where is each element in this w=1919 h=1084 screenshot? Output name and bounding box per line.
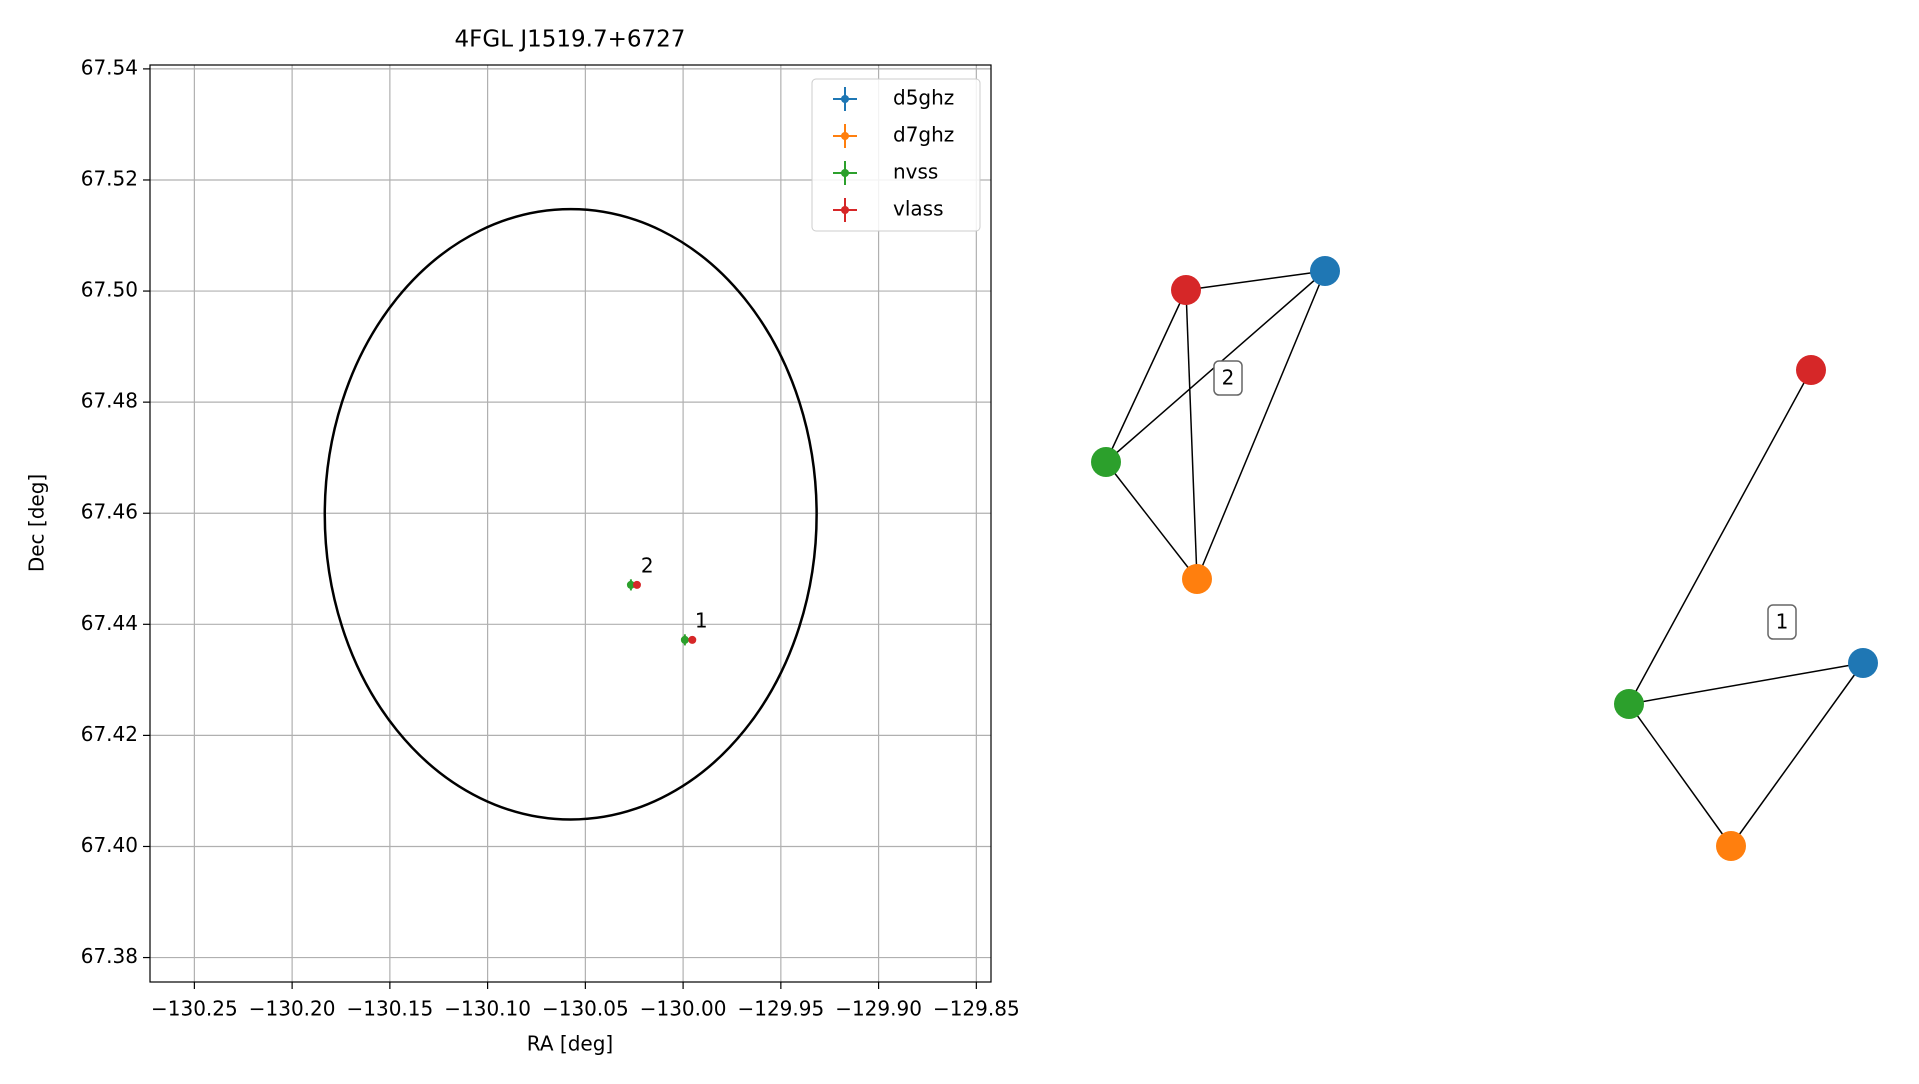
graph-node: [1182, 564, 1212, 594]
x-tick-label: −129.90: [835, 997, 922, 1021]
graph-edge: [1730, 662, 1864, 847]
axes-frame: [149, 64, 992, 983]
graph-node: [1716, 831, 1746, 861]
y-tick-label: 67.50: [81, 278, 138, 302]
legend-marker: [841, 132, 849, 140]
graph-node: [1796, 355, 1826, 385]
x-tick-label: −130.05: [542, 997, 629, 1021]
y-tick-label: 67.48: [81, 389, 138, 413]
legend-marker: [841, 206, 849, 214]
legend-label: d7ghz: [893, 123, 954, 147]
x-tick-label: −129.95: [737, 997, 824, 1021]
graph-node: [1171, 275, 1201, 305]
graph-edge: [1628, 703, 1732, 847]
point: [632, 580, 641, 589]
y-axis-label: Dec [deg]: [25, 474, 49, 572]
network-graph: 2: [1091, 256, 1340, 594]
graph-edge: [1105, 461, 1198, 580]
y-tick-label: 67.42: [81, 722, 138, 746]
legend-marker: [841, 169, 849, 177]
x-tick-label: −130.20: [249, 997, 336, 1021]
annotation: 2: [641, 553, 654, 577]
legend-box: [811, 78, 981, 232]
x-tick-label: −130.15: [346, 997, 433, 1021]
x-tick-label: −129.85: [933, 997, 1020, 1021]
graph-edge: [1185, 289, 1198, 580]
point: [680, 635, 689, 644]
legend-label: d5ghz: [893, 86, 954, 110]
graph-edge: [1185, 270, 1326, 291]
x-axis-label: RA [deg]: [527, 1032, 613, 1056]
graph-label: 2: [1222, 366, 1235, 390]
y-tick-label: 67.40: [81, 833, 138, 857]
network-graph: 1: [1614, 355, 1878, 861]
annotation: 1: [695, 608, 708, 632]
graph-edge: [1628, 662, 1864, 705]
chart-title: 4FGL J1519.7+6727: [455, 27, 686, 53]
graph-node: [1091, 447, 1121, 477]
legend-marker: [841, 95, 849, 103]
graph-node: [1310, 256, 1340, 286]
point: [688, 635, 697, 644]
graph-edge: [1628, 369, 1812, 705]
graph-label-box: [1767, 604, 1797, 640]
legend-label: vlass: [893, 197, 944, 221]
graph-node: [1614, 689, 1644, 719]
x-tick-label: −130.00: [640, 997, 727, 1021]
graph-node: [1848, 648, 1878, 678]
x-tick-label: −130.25: [151, 997, 238, 1021]
graph-edge: [1196, 270, 1326, 580]
y-tick-label: 67.44: [81, 611, 138, 635]
y-tick-label: 67.52: [81, 166, 138, 190]
graph-edge: [1105, 289, 1187, 463]
graph-label-box: [1213, 360, 1243, 396]
point: [626, 580, 635, 589]
x-tick-label: −130.10: [444, 997, 531, 1021]
error-ellipse: [323, 207, 818, 821]
y-tick-label: 67.38: [81, 944, 138, 968]
legend-label: nvss: [893, 160, 938, 184]
y-tick-label: 67.46: [81, 500, 138, 524]
graph-label: 1: [1776, 610, 1789, 634]
y-tick-label: 67.54: [81, 55, 138, 79]
